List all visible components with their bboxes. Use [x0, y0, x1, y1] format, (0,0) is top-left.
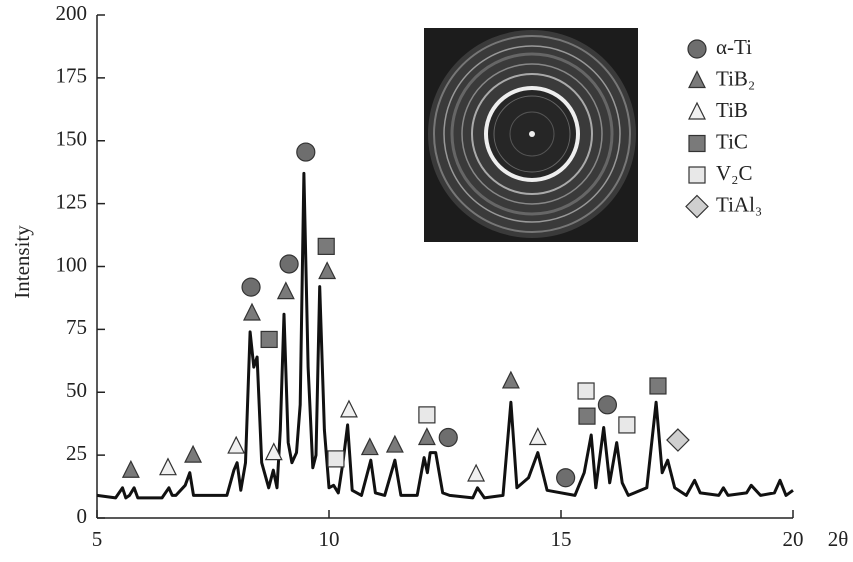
phase-marker [278, 283, 294, 299]
phase-marker [667, 429, 689, 451]
phase-marker [578, 383, 594, 399]
legend-label: TiC [716, 129, 748, 153]
legend-symbol [689, 103, 705, 119]
phase-marker [242, 278, 260, 296]
legend-label: α-Ti [716, 35, 752, 59]
x-axis-label: 2θ [828, 527, 849, 551]
legend-symbol [689, 167, 705, 183]
y-axis-label: Intensity [10, 225, 34, 299]
phase-marker [244, 304, 260, 320]
phase-marker [228, 437, 244, 453]
y-tick-label: 75 [66, 315, 87, 339]
inset-image [424, 28, 638, 242]
legend-label: TiB₂ [716, 66, 755, 90]
phase-marker [280, 255, 298, 273]
phase-marker [650, 378, 666, 394]
phase-marker [419, 407, 435, 423]
phase-marker [185, 446, 201, 462]
x-tick-label: 5 [92, 527, 103, 551]
phase-marker [468, 465, 484, 481]
legend-symbol [689, 136, 705, 152]
phase-marker [579, 408, 595, 424]
x-tick-label: 15 [551, 527, 572, 551]
y-tick-label: 175 [56, 64, 88, 88]
phase-marker [419, 429, 435, 445]
legend-symbol [686, 196, 708, 218]
phase-marker [297, 143, 315, 161]
legend-label: TiAl₃ [716, 192, 762, 216]
phase-marker [387, 436, 403, 452]
phase-marker [362, 439, 378, 455]
legend-label: TiB [716, 98, 748, 122]
y-tick-label: 125 [56, 189, 88, 213]
phase-marker [341, 401, 357, 417]
phase-marker [557, 469, 575, 487]
phase-marker [503, 372, 519, 388]
phase-marker [530, 429, 546, 445]
y-tick-label: 50 [66, 378, 87, 402]
phase-marker [319, 263, 335, 279]
y-tick-label: 25 [66, 441, 87, 465]
y-tick-label: 200 [56, 1, 88, 25]
phase-marker [619, 417, 635, 433]
chart: 2θ Intensity 0 25 50 75 100 125 150 175 200 5 10 15… [0, 0, 853, 557]
phase-marker [318, 238, 334, 254]
phase-marker [261, 331, 277, 347]
legend-symbol [689, 72, 705, 88]
phase-marker [328, 451, 344, 467]
phase-marker [439, 429, 457, 447]
legend-label: V₂C [716, 161, 753, 185]
y-tick-label: 150 [56, 127, 88, 151]
x-tick-label: 10 [319, 527, 340, 551]
y-tick-label: 0 [77, 504, 88, 528]
phase-marker [123, 461, 139, 477]
y-tick-label: 100 [56, 252, 88, 276]
phase-marker [598, 396, 616, 414]
x-tick-label: 20 [783, 527, 804, 551]
phase-marker [160, 459, 176, 475]
legend-symbol [688, 40, 706, 58]
